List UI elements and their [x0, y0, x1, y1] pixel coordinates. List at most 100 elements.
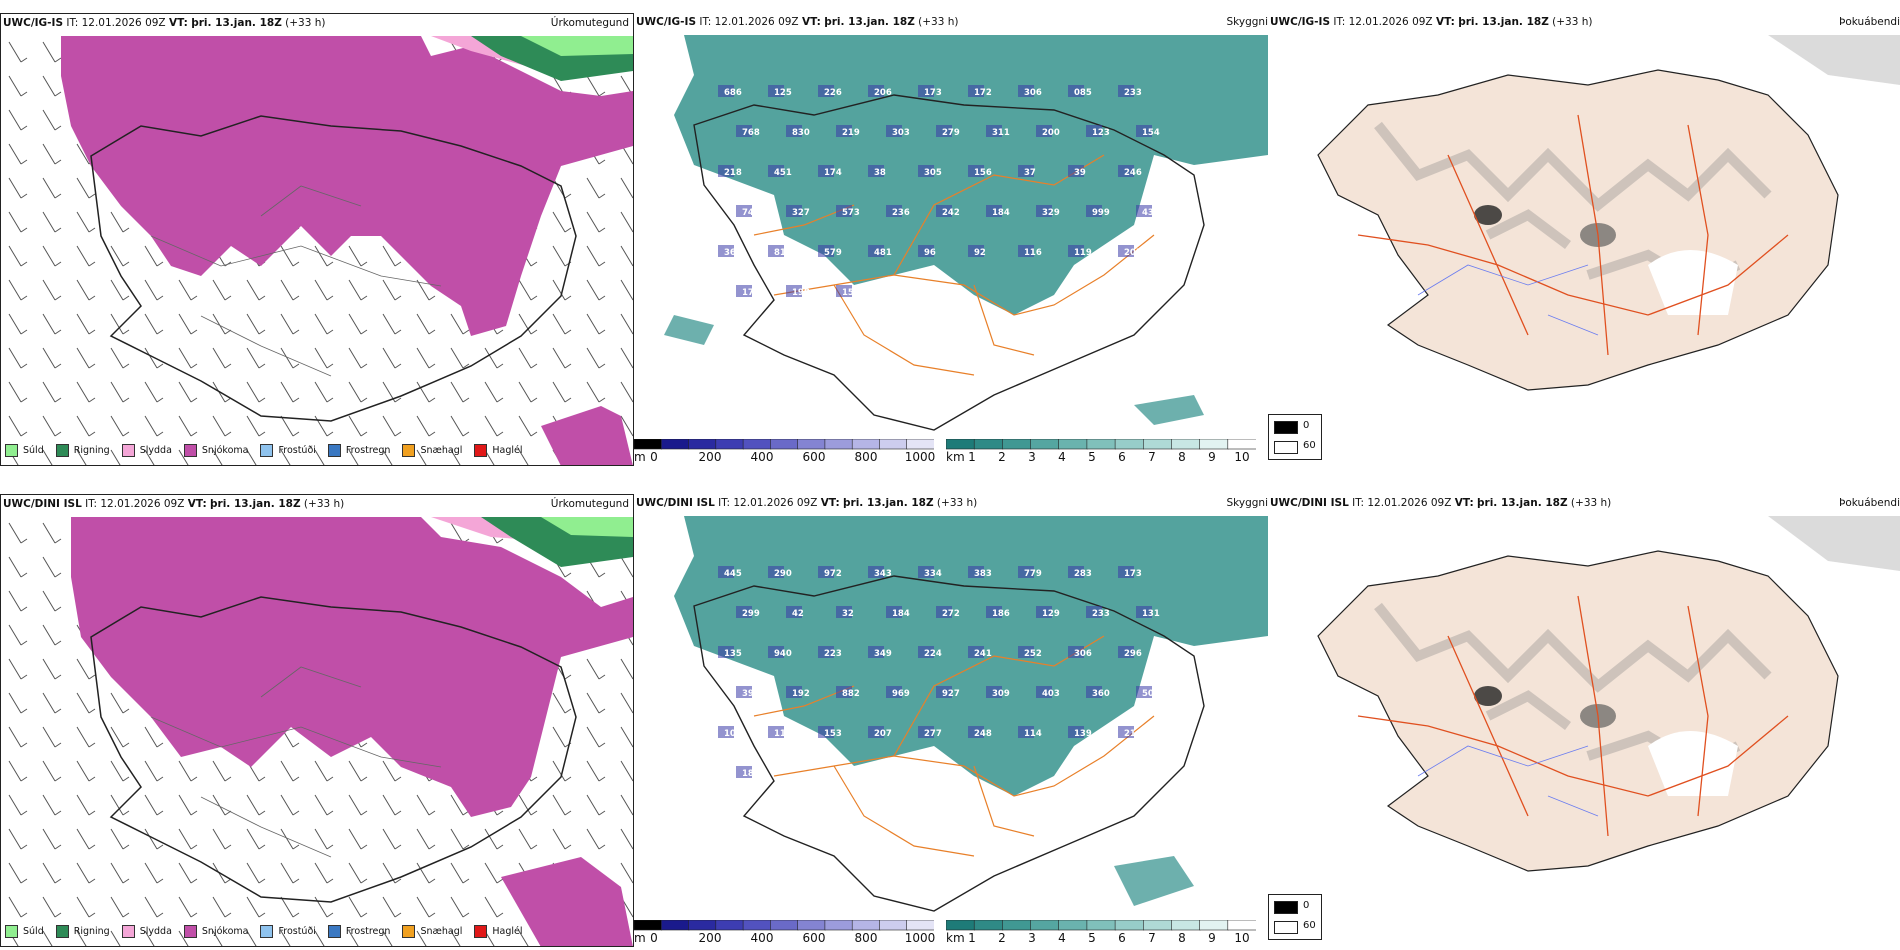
- ceiling-value-label: 206: [874, 88, 892, 98]
- ceiling-patch: [718, 245, 734, 257]
- ceiling-value-label: 306: [1074, 649, 1092, 659]
- ceiling-map: 445 290 972 343 334 383 779 283 173 299 42 32 184 272…: [674, 516, 1268, 912]
- ceiling-scale: m 0 200 400 600 800 1000: [634, 439, 944, 466]
- ceiling-patch: [786, 125, 802, 137]
- precip-legend: Súld Rigning Slydda Snjókoma Frostúði Fr…: [5, 444, 523, 457]
- ceiling-panel-bottom: UWC/DINI ISL IT: 12.01.2026 09Z VT: þri.…: [634, 494, 1268, 947]
- ceiling-patch: [936, 606, 952, 618]
- field-title: Úrkomutegund: [550, 17, 629, 29]
- ceiling-patch: [718, 646, 734, 658]
- fog-legend-dark: 0: [1303, 900, 1310, 911]
- fog-legend-dark: 0: [1303, 420, 1310, 431]
- visibility-colorbar: [946, 439, 1256, 450]
- tick-label: 800: [854, 450, 878, 464]
- field-title: Þokuábendi: [1839, 16, 1900, 28]
- precip-legend: Súld Rigning Slydda Snjókoma Frostúði Fr…: [5, 925, 523, 938]
- ceiling-patch: [868, 165, 884, 177]
- ceiling-scale: m 0 200 400 600 800 1000: [634, 920, 944, 947]
- ceiling-patch: [736, 285, 752, 297]
- fog-map: [1317, 516, 1900, 872]
- ceiling-value-label: 224: [924, 649, 942, 659]
- ceiling-patch: [968, 85, 984, 97]
- tick-label: 3: [1028, 931, 1036, 945]
- tick-label: 8: [1178, 931, 1186, 945]
- ceiling-patch: [1136, 686, 1152, 698]
- ceiling-value-label: 186: [992, 609, 1010, 619]
- ceiling-value-label: 309: [992, 689, 1010, 699]
- ceiling-value-label: 940: [774, 649, 792, 659]
- ceiling-value-label: 779: [1024, 569, 1042, 579]
- ceiling-patch: [1136, 125, 1152, 137]
- ceiling-value-label: 174: [824, 168, 842, 178]
- ceiling-patch: [1118, 566, 1134, 578]
- colorbar-cell: [906, 920, 934, 931]
- ceiling-value-label: 200: [1042, 128, 1060, 138]
- fog-legend: 0 60: [1268, 414, 1322, 460]
- colorbar-cell: [1227, 439, 1256, 450]
- legend-item: Frostúði: [260, 444, 316, 457]
- visibility-unit: km: [946, 931, 965, 945]
- ceiling-patch: [718, 85, 734, 97]
- visibility-colorbar: [946, 920, 1256, 931]
- tick-label: 4: [1058, 931, 1066, 945]
- ceiling-value-label: 927: [942, 689, 960, 699]
- ceiling-patch: [818, 85, 834, 97]
- ceiling-value-label: 219: [842, 128, 860, 138]
- ceiling-value-label: 451: [774, 168, 792, 178]
- ceiling-patch: [1136, 205, 1152, 217]
- ceiling-value-label: 303: [892, 128, 910, 138]
- ceiling-map: 686 125 226 206 173 172 306 085 233 768 830 219 303 2…: [664, 35, 1268, 431]
- road-network: [753, 154, 1155, 376]
- ceiling-value-label: 252: [1024, 649, 1042, 659]
- ceiling-patch: [1036, 606, 1052, 618]
- ceiling-value-label: 969: [892, 689, 910, 699]
- tick-label: 200: [698, 931, 722, 945]
- ceiling-value-label: 398: [742, 689, 760, 699]
- ceiling-patch: [886, 686, 902, 698]
- ceiling-value-label: 42: [792, 609, 804, 619]
- panel-header: UWC/IG-IS IT: 12.01.2026 09Z VT: þri. 13…: [636, 16, 959, 28]
- ceiling-value-label: 218: [724, 168, 742, 178]
- coastline: [693, 94, 1205, 431]
- ceiling-value-label: 236: [892, 208, 910, 218]
- coastline: [693, 575, 1205, 912]
- legend-item: Snæhagl: [402, 925, 462, 938]
- ceiling-value-label: 184: [892, 609, 910, 619]
- ceiling-value-label: 125: [774, 88, 792, 98]
- legend-item: Haglél: [474, 444, 523, 457]
- ceiling-value-label: 327: [792, 208, 810, 218]
- ceiling-patch: [818, 245, 834, 257]
- ceiling-panel-top: UWC/IG-IS IT: 12.01.2026 09Z VT: þri. 13…: [634, 13, 1268, 466]
- ceiling-value-label: 999: [1092, 208, 1110, 218]
- ceiling-value-label: 184: [992, 208, 1010, 218]
- legend-item: Slydda: [121, 444, 172, 457]
- tick-label: 1: [968, 450, 976, 464]
- ceiling-value-label: 768: [742, 128, 760, 138]
- ceiling-patch: [936, 686, 952, 698]
- panel-header: UWC/DINI ISL IT: 12.01.2026 09Z VT: þri.…: [3, 498, 345, 510]
- coastline: [90, 115, 577, 422]
- visibility-scale: km 1 2 3 4 5 6 7 8 9 10: [946, 439, 1266, 466]
- ceiling-patch: [868, 85, 884, 97]
- ceiling-value-label: 116: [1024, 248, 1042, 258]
- ceiling-patch: [1018, 726, 1034, 738]
- legend-item: Haglél: [474, 925, 523, 938]
- ceiling-value-label: 277: [924, 729, 942, 739]
- tick-label: 200: [698, 450, 722, 464]
- ceiling-colorbar: [634, 920, 934, 931]
- colorbar-cell: [906, 439, 934, 450]
- ceiling-value-label: 153: [824, 729, 842, 739]
- ceiling-patch: [1118, 85, 1134, 97]
- tick-label: 1000: [904, 931, 936, 945]
- ceiling-value-label: 96: [924, 248, 936, 258]
- precip-panel-bottom: UWC/DINI ISL IT: 12.01.2026 09Z VT: þri.…: [0, 494, 634, 947]
- ceiling-patch: [968, 646, 984, 658]
- ceiling-value-label: 18: [742, 769, 754, 779]
- ceiling-value-label: 81: [774, 248, 786, 258]
- fog-legend: 0 60: [1268, 894, 1322, 940]
- panel-header: UWC/DINI ISL IT: 12.01.2026 09Z VT: þri.…: [636, 497, 978, 509]
- tick-label: 1: [968, 931, 976, 945]
- tick-label: 4: [1058, 450, 1066, 464]
- tick-label: 5: [1088, 450, 1096, 464]
- ceiling-patch: [1118, 165, 1134, 177]
